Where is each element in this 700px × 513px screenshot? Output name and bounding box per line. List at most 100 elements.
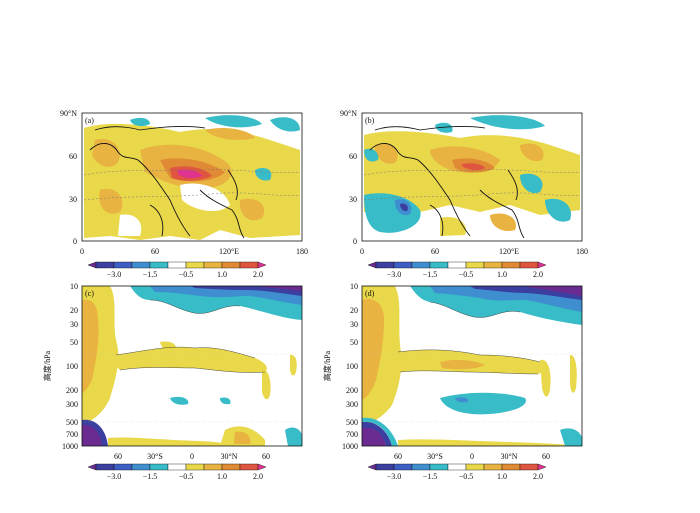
colorbar-swatch (221, 261, 241, 269)
panel-d-ytick: 10 (350, 282, 358, 291)
colorbar-min-triangle (87, 261, 97, 269)
colorbar-tick-label: 2.0 (253, 270, 263, 279)
colorbar-swatch (239, 463, 259, 471)
colorbar-tick-label: −0.5 (179, 270, 194, 279)
panel-a-xtick: 0 (80, 247, 84, 256)
colorbar-swatch (131, 463, 151, 471)
colorbar-swatch (95, 261, 115, 269)
colorbar-swatch (95, 463, 115, 471)
colorbar-min-triangle (367, 261, 377, 269)
colorbar-swatch (411, 463, 431, 471)
panel-b-field (363, 115, 581, 239)
panel-c-label: (c) (85, 289, 94, 298)
colorbar-tick-label: −0.5 (179, 472, 194, 481)
colorbar-swatch (447, 463, 467, 471)
panel-a-xtick: 120°E (219, 247, 239, 256)
panel-c-ytick: 1000 (62, 442, 78, 451)
panel-d-xtick: 30°S (427, 452, 443, 461)
colorbar-swatch (185, 261, 205, 269)
panel-c-xtick: 30°N (221, 452, 238, 461)
colorbar-swatch (239, 261, 259, 269)
panel-d-x-ticks: 60 30°S 0 30°N 60 (394, 452, 550, 461)
panel-a-label: (a) (85, 116, 94, 125)
colorbar-tick-label: 1.0 (497, 472, 507, 481)
colorbar-swatch (203, 463, 223, 471)
colorbar-tick-label: −3.0 (387, 270, 402, 279)
panel-b: (b) 0 60 120°E 180 0 30 60 90°N (340, 109, 588, 256)
panel-d-xtick: 30°N (501, 452, 518, 461)
colorbar-swatch (429, 463, 449, 471)
panel-a-ytick: 30 (69, 195, 77, 204)
colorbar-swatch (465, 463, 485, 471)
panel-b-xtick: 0 (360, 247, 364, 256)
panel-a-x-ticks: 0 60 120°E 180 (80, 247, 308, 256)
panel-b-xtick: 60 (431, 247, 439, 256)
colorbar-top-left: −3.0 −1.5 −0.5 1.0 2.0 (87, 261, 267, 279)
colorbar-tick-label: 2.0 (253, 472, 263, 481)
panel-d-xtick: 60 (394, 452, 402, 461)
panel-d-ytick: 100 (346, 362, 358, 371)
colorbar-bottom-left: −3.0 −1.5 −0.5 1.0 2.0 (87, 463, 267, 481)
panel-c-field (82, 286, 302, 446)
colorbar-swatch (429, 261, 449, 269)
colorbar-tick-label: 2.0 (533, 472, 543, 481)
panel-c-ytick: 20 (70, 306, 78, 315)
panel-c-xtick: 60 (262, 452, 270, 461)
colorbar-swatch (203, 261, 223, 269)
colorbar-swatch (113, 463, 133, 471)
colorbar-swatch (149, 261, 169, 269)
colorbar-swatch (519, 261, 539, 269)
panel-c-ytick: 30 (70, 320, 78, 329)
panel-b-xtick: 120°E (499, 247, 519, 256)
panel-c-ytick: 300 (66, 400, 78, 409)
panel-b-label: (b) (365, 116, 375, 125)
colorbar-tick-label: 1.0 (217, 472, 227, 481)
panel-a-xtick: 180 (296, 247, 308, 256)
colorbar-tick-label: 1.0 (217, 270, 227, 279)
panel-a-ytick: 90°N (60, 109, 77, 118)
panel-b-ytick: 30 (349, 195, 357, 204)
colorbar-swatch (167, 261, 187, 269)
colorbar-tick-label: −0.5 (459, 472, 474, 481)
panel-a-xtick: 60 (151, 247, 159, 256)
colorbar-bottom-right: −3.0 −1.5 −0.5 1.0 2.0 (367, 463, 547, 481)
colorbar-tick-label: 2.0 (533, 270, 543, 279)
colorbar-swatch (131, 261, 151, 269)
panel-c-x-ticks: 60 30°S 0 30°N 60 (114, 452, 270, 461)
colorbar-swatch (483, 463, 503, 471)
colorbar-max-triangle (537, 463, 547, 471)
colorbar-tick-label: −3.0 (107, 472, 122, 481)
panel-d-ytick: 300 (346, 400, 358, 409)
colorbar-swatch (519, 463, 539, 471)
panel-d-ytick: 1000 (342, 442, 358, 451)
panel-d-xtick: 0 (470, 452, 474, 461)
colorbar-max-triangle (257, 261, 267, 269)
panel-d-label: (d) (365, 289, 375, 298)
panel-d-field (362, 286, 582, 446)
panel-c-ytick: 10 (70, 282, 78, 291)
panel-c-xtick: 60 (114, 452, 122, 461)
colorbar-swatch (501, 463, 521, 471)
panel-c-ytick: 50 (70, 338, 78, 347)
colorbar-swatch (483, 261, 503, 269)
panel-c-ytick: 100 (66, 362, 78, 371)
panel-b-x-ticks: 0 60 120°E 180 (360, 247, 588, 256)
colorbar-max-triangle (257, 463, 267, 471)
panel-d-y-ticks: 10 20 30 50 100 200 300 500 700 1000 (342, 282, 358, 451)
panel-d-ytick: 200 (346, 386, 358, 395)
colorbar-swatch (411, 261, 431, 269)
panel-b-y-ticks: 0 30 60 90°N (340, 109, 357, 246)
panel-a: (a) 0 60 120°E 180 0 30 60 90°N (60, 109, 308, 256)
panel-c-y-ticks: 10 20 30 50 100 200 300 500 700 1000 (62, 282, 78, 451)
colorbar-swatch (185, 463, 205, 471)
colorbar-swatch (465, 261, 485, 269)
colorbar-swatch (113, 261, 133, 269)
colorbar-swatch (375, 463, 395, 471)
colorbar-tick-label: −1.5 (423, 472, 438, 481)
panel-c-xtick: 0 (190, 452, 194, 461)
colorbar-tick-label: 1.0 (497, 270, 507, 279)
colorbar-tick-label: −3.0 (387, 472, 402, 481)
colorbar-swatch (375, 261, 395, 269)
panel-d-ytick: 700 (346, 430, 358, 439)
panel-c-ylabel: 高度/hPa (42, 350, 52, 381)
